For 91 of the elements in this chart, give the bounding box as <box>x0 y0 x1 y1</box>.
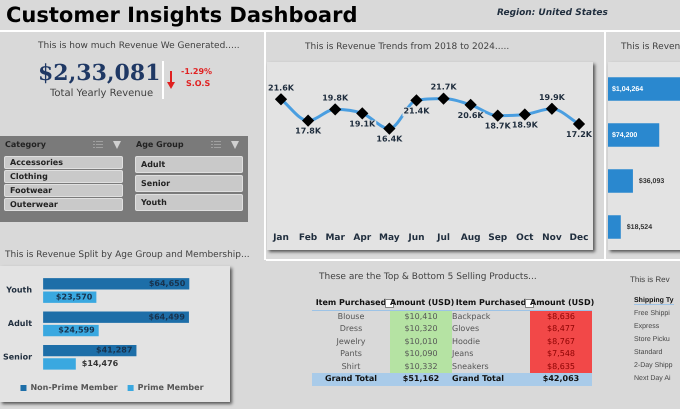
y-tick-label: Youth <box>5 286 32 295</box>
text: Age Group <box>136 140 184 149</box>
text: Footwear <box>4 184 123 197</box>
data-label: 18.7K <box>484 122 512 131</box>
x-tick-label: Dec <box>570 232 588 243</box>
text: Category <box>5 140 46 149</box>
data-label: 21.4K <box>403 106 430 116</box>
text: Grand Total <box>452 373 530 386</box>
text: Item Purchased <box>312 297 390 310</box>
data-label: 19.8K <box>322 93 349 102</box>
data-label: $64,499 <box>148 312 186 322</box>
legend-label: Non-Prime Member <box>30 383 118 392</box>
text: Jewelry <box>335 336 366 348</box>
chart-title: This is Revenue Split by Age Group and Membership... <box>5 250 250 260</box>
text: $10,010 <box>390 336 452 348</box>
text: Blouse <box>336 310 366 322</box>
text: Sneakers <box>452 360 490 372</box>
data-label: 21.6K <box>268 83 295 92</box>
text: Clothing <box>4 170 123 183</box>
text: Outerwear <box>4 198 123 211</box>
data-label: $64,650 <box>148 278 186 288</box>
text: Hoodie <box>452 336 482 348</box>
text: Adult <box>135 156 243 173</box>
data-label: 17.8K <box>295 126 322 136</box>
text: $10,410 <box>390 310 452 323</box>
text: This is how much Revenue We Generated..... <box>38 41 240 51</box>
text: $7,548 <box>530 348 592 360</box>
data-label: $23,570 <box>56 292 93 302</box>
text: $10,332 <box>390 360 452 373</box>
text: Shirt <box>340 360 362 372</box>
x-tick-label: May <box>379 232 400 243</box>
bar <box>608 215 621 239</box>
text: S.O.S <box>186 79 210 88</box>
text: Jeans <box>452 348 474 360</box>
text: $10,320 <box>390 323 452 336</box>
data-label: 19.9K <box>538 92 566 102</box>
text: These are the Top & Bottom 5 Selling Products... <box>319 272 537 282</box>
bar <box>43 312 189 323</box>
text: $42,063 <box>530 373 592 386</box>
chart-title: This is Reven <box>621 42 680 52</box>
data-label: 18.9K <box>512 120 539 130</box>
data-label: $41,287 <box>96 346 132 355</box>
text: Customer Insights Dashboard <box>6 3 358 27</box>
x-tick-label: Oct <box>516 232 534 243</box>
text: Accessories <box>4 156 123 169</box>
x-tick-label: Feb <box>298 232 318 243</box>
text: $51,162 <box>390 373 452 386</box>
text: Pants <box>339 348 363 360</box>
chart-title: This is Revenue Trends from 2018 to 2024..... <box>305 42 510 52</box>
text: Amount (USD) <box>530 297 594 310</box>
bar <box>608 123 660 147</box>
text: $8,636 <box>530 310 592 323</box>
text: Gloves <box>452 323 480 335</box>
text: $8,477 <box>530 323 592 336</box>
text: Region: United States <box>497 8 608 18</box>
x-tick-label: Jan <box>272 232 289 243</box>
x-tick-label: Mar <box>325 232 346 243</box>
x-tick-label: Jul <box>436 232 450 243</box>
data-label: 21.7K <box>430 82 458 92</box>
y-tick-label: Senior <box>2 352 32 362</box>
text: -1.29% <box>181 67 212 76</box>
text: Youth <box>135 194 243 211</box>
x-tick-label: Aug <box>460 232 481 243</box>
text: This is Rev <box>630 275 670 284</box>
bar <box>608 169 633 193</box>
text: Grand Total <box>312 373 390 386</box>
text: Dress <box>338 323 364 335</box>
data-label: 19.1K <box>349 119 376 128</box>
text: Item Purchased <box>456 298 526 307</box>
data-label: 16.4K <box>376 134 404 144</box>
data-label: $24,599 <box>58 326 96 335</box>
text: $8,635 <box>530 360 592 373</box>
legend-label: Prime Member <box>138 383 204 392</box>
x-tick-label: Nov <box>542 232 562 243</box>
data-label: 17.2K <box>566 130 593 140</box>
x-tick-label: Apr <box>353 232 372 243</box>
text: $10,090 <box>390 348 452 360</box>
text: Amount (USD) <box>390 297 454 310</box>
data-label: $14,476 <box>82 359 119 368</box>
bar <box>43 278 190 290</box>
x-tick-label: Jun <box>407 232 425 243</box>
y-tick-label: Adult <box>8 318 32 328</box>
text: Backpack <box>452 310 492 323</box>
text: Total Yearly Revenue <box>50 88 154 99</box>
bar <box>43 358 76 370</box>
data-label: 20.6K <box>458 110 484 120</box>
x-tick-label: Sep <box>488 232 508 243</box>
bar <box>608 77 680 101</box>
text: $8,767 <box>530 336 592 348</box>
text: $2,33,081 <box>38 60 160 86</box>
text: Senior <box>135 175 243 192</box>
